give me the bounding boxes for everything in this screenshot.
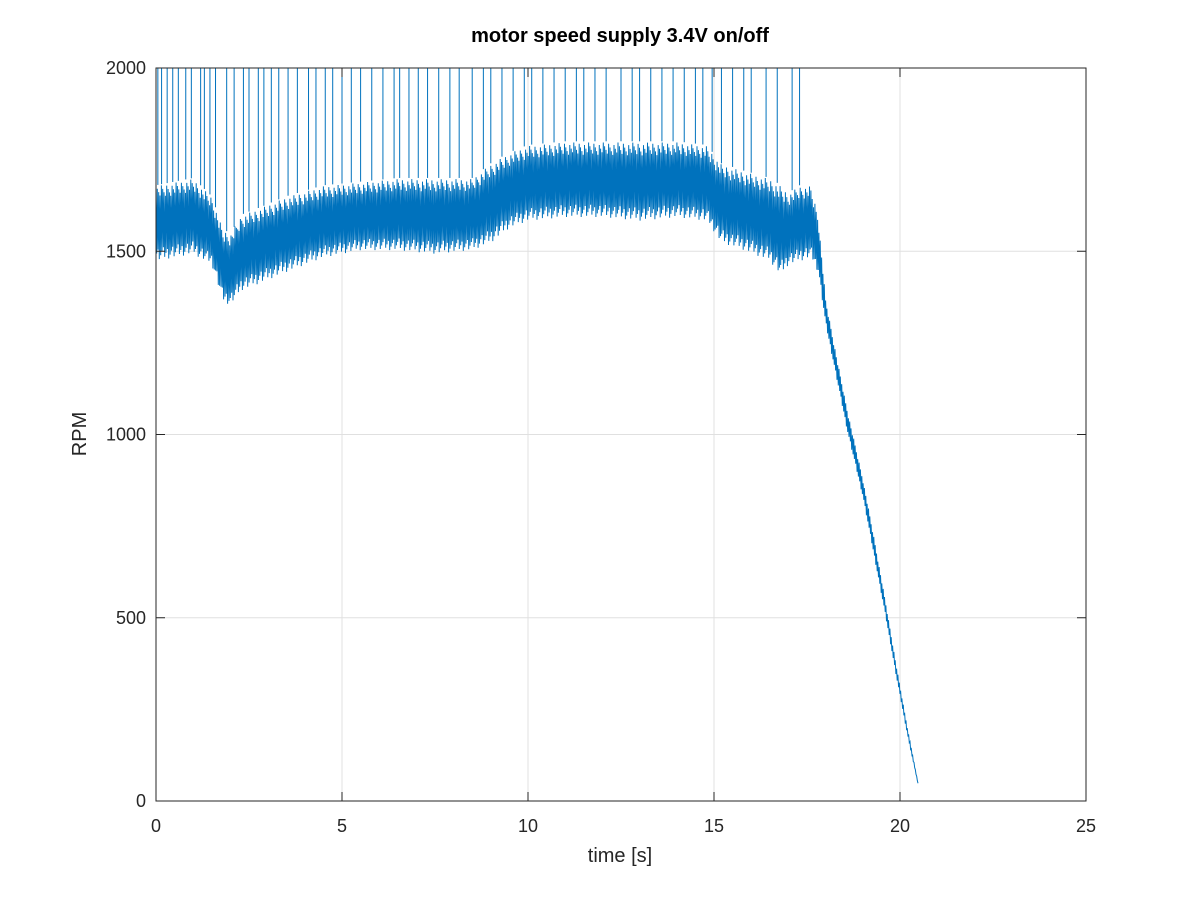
plot-area	[156, 68, 919, 784]
y-tick-label: 1500	[106, 241, 146, 261]
x-tick-label: 5	[337, 816, 347, 836]
y-tick-label: 500	[116, 608, 146, 628]
y-tick-label: 2000	[106, 58, 146, 78]
chart-title: motor speed supply 3.4V on/off	[471, 25, 769, 47]
y-tick-label: 0	[136, 791, 146, 811]
x-tick-label: 20	[890, 816, 910, 836]
series-line	[156, 142, 919, 784]
series-band	[156, 142, 919, 784]
x-tick-label: 0	[151, 816, 161, 836]
x-tick-label: 10	[518, 816, 538, 836]
axis-ticks: 0 5 10 15 20 25 0 500 1000 1500 2000	[106, 58, 1096, 836]
series-spikes	[157, 68, 801, 232]
x-axis-label: time [s]	[588, 845, 652, 867]
x-tick-label: 25	[1076, 816, 1096, 836]
y-tick-label: 1000	[106, 425, 146, 445]
x-tick-label: 15	[704, 816, 724, 836]
y-axis-label: RPM	[69, 412, 91, 456]
